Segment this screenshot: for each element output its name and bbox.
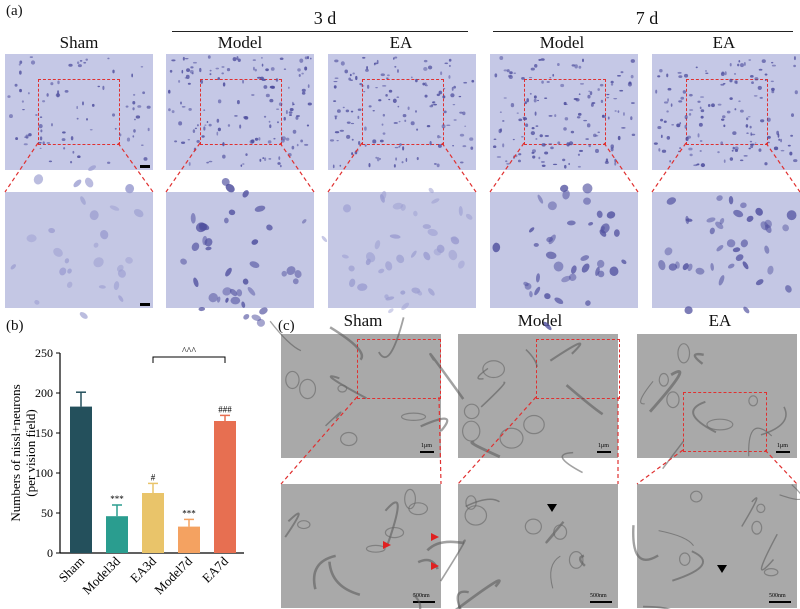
scale-bar-tem-ea-high <box>769 601 791 603</box>
timepoint-7d-label: 7 d <box>635 8 659 28</box>
scale-label-tem-sham-low: 1μm <box>421 443 432 449</box>
scale-bar-sham-high <box>140 303 150 306</box>
x-tick-label-Model7d: Model7d <box>151 553 195 597</box>
timepoint-3d-line <box>172 31 468 32</box>
nissl-image-ea-3d-high <box>328 192 476 308</box>
scale-label-tem-model-high: 500nm <box>590 593 607 599</box>
y-tick-label: 100 <box>35 466 53 480</box>
y-tick-label: 0 <box>47 546 53 560</box>
zoom-box-tem-sham <box>357 339 441 399</box>
bar-Model3d <box>106 516 128 553</box>
x-tick-label-EA7d: EA7d <box>199 553 231 585</box>
panel-a-letter: (a) <box>6 3 23 19</box>
scale-bar-tem-sham-high <box>413 601 435 603</box>
significance-EA7d: ### <box>218 404 232 414</box>
scale-bar-tem-sham-low <box>420 451 434 453</box>
scale-label-tem-sham-high: 500nm <box>413 593 430 599</box>
bar-Sham <box>70 406 92 553</box>
scale-bar-tem-model-high <box>590 601 612 603</box>
zoom-box-model-7d <box>524 79 606 145</box>
y-axis-label: Numbers of nissl+neurons(per vision fiel… <box>8 384 38 521</box>
comparison-label: ^^^ <box>182 346 196 357</box>
bar-Model7d <box>178 526 200 553</box>
x-tick-label-EA3d: EA3d <box>127 553 159 585</box>
column-label-ea-7d: EA <box>712 33 736 52</box>
zoom-box-ea-3d <box>362 79 444 145</box>
significance-Model3d: *** <box>110 494 124 504</box>
y-tick-label: 150 <box>35 426 53 440</box>
tem-label-model: Model <box>517 311 563 330</box>
zoom-box-sham <box>38 79 120 145</box>
tem-image-sham-high <box>281 484 441 608</box>
tem-image-ea-high <box>637 484 797 608</box>
y-tick-label: 200 <box>35 386 53 400</box>
x-tick-label-Sham: Sham <box>56 554 88 586</box>
panel-b-letter: (b) <box>6 318 24 334</box>
scale-label-tem-ea-high: 500nm <box>769 593 786 599</box>
zoom-box-tem-ea <box>683 392 767 452</box>
significance-EA3d: # <box>151 472 156 482</box>
bar-EA3d <box>142 493 164 553</box>
nissl-image-model-7d-high <box>490 192 638 308</box>
bar-EA7d <box>214 421 236 553</box>
timepoint-7d-line <box>493 31 793 32</box>
scale-bar-sham-low <box>140 165 150 168</box>
comparison-bracket <box>152 356 226 363</box>
nissl-bar-chart: 0 50 100 150 200 250 Numbers of nissl+neurons(… <box>8 346 244 597</box>
column-label-sham: Sham <box>59 33 99 52</box>
scale-bar-tem-model-low <box>597 451 611 453</box>
x-tick-label-Model3d: Model3d <box>79 553 123 597</box>
column-label-model-3d: Model <box>217 33 263 52</box>
nissl-image-model-3d-high <box>166 192 314 308</box>
tem-label-ea: EA <box>708 311 732 330</box>
y-tick-label: 250 <box>35 346 53 360</box>
scale-label-tem-ea-low: 1μm <box>777 443 788 449</box>
significance-Model7d: *** <box>182 508 196 518</box>
zoom-box-model-3d <box>200 79 282 145</box>
column-label-model-7d: Model <box>539 33 585 52</box>
tem-image-model-high <box>458 484 618 608</box>
scale-bar-tem-ea-low <box>776 451 790 453</box>
tem-label-sham: Sham <box>343 311 383 330</box>
zoom-box-tem-model <box>536 339 620 399</box>
nissl-image-ea-7d-high <box>652 192 800 308</box>
scale-label-tem-model-low: 1μm <box>598 443 609 449</box>
timepoint-3d-label: 3 d <box>313 8 337 28</box>
zoom-box-ea-7d <box>686 79 768 145</box>
column-label-ea-3d: EA <box>389 33 413 52</box>
y-tick-label: 50 <box>41 506 53 520</box>
nissl-image-sham-high <box>5 192 153 308</box>
